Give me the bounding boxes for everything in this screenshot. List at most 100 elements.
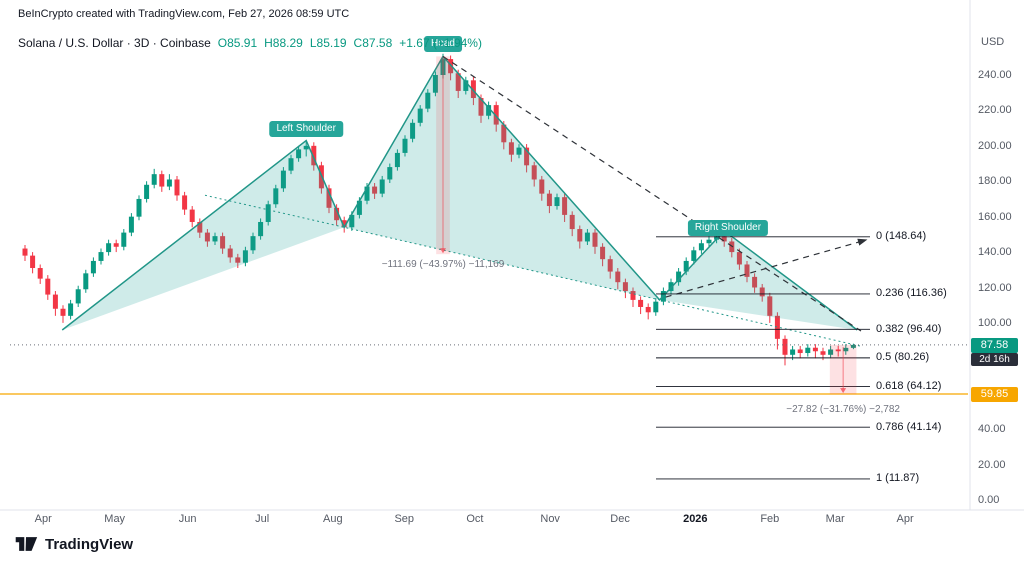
candle-body: [782, 338, 788, 355]
tradingview-logo[interactable]: TradingView: [14, 533, 133, 555]
candle-body: [539, 179, 545, 194]
candle-body: [812, 347, 818, 352]
byline: BeInCrypto created with TradingView.com,…: [18, 8, 350, 20]
price-range-arrowhead: [840, 388, 847, 394]
candle-body: [52, 294, 58, 309]
candle-body: [676, 271, 682, 283]
candle-body: [227, 248, 233, 258]
candle-body: [159, 174, 165, 187]
candle-body: [569, 214, 575, 230]
candle-body: [805, 347, 811, 354]
candle-body: [30, 255, 36, 269]
candle-body: [797, 349, 803, 354]
currency-label: USD: [981, 36, 1005, 48]
candle-body: [106, 243, 112, 253]
ohlc-close-value: 87.58: [362, 36, 393, 50]
candle-body: [235, 257, 241, 263]
candle-body: [83, 273, 89, 290]
candle-body: [174, 179, 180, 196]
candle-body: [562, 197, 568, 215]
candle-body: [136, 198, 142, 217]
candle-body: [311, 145, 317, 166]
candle-body: [204, 232, 210, 242]
neckline: [204, 194, 862, 347]
candle-body: [182, 195, 188, 210]
pattern-fill: [659, 230, 858, 330]
candle-body: [767, 296, 773, 316]
candle-body: [448, 59, 454, 74]
candle-body: [486, 105, 492, 116]
candle-body: [68, 303, 74, 316]
ohlc-close-label: C: [353, 36, 363, 50]
candle-body: [334, 207, 340, 221]
ohlc-low-label: L: [309, 36, 317, 50]
candle-body: [638, 299, 644, 307]
symbol-legend[interactable]: Solana / U.S. Dollar · 3D · Coinbase O85.…: [18, 36, 482, 50]
ohlc-high-value: 88.29: [272, 36, 303, 50]
candle-body: [189, 209, 195, 222]
candle-body: [721, 236, 727, 242]
candle-body: [394, 152, 400, 168]
candle-body: [653, 301, 659, 313]
price-change: +1.67 (+1.94%): [399, 36, 482, 50]
pattern-fill: [62, 140, 345, 330]
candle-body: [349, 214, 355, 228]
candle-body: [478, 98, 484, 116]
symbol-title: Solana / U.S. Dollar · 3D · Coinbase: [18, 36, 211, 50]
candle-body: [592, 232, 598, 247]
candle-body: [531, 165, 537, 180]
candle-body: [60, 308, 66, 316]
bar-countdown-badge: 2d 16h: [971, 352, 1018, 366]
ohlc-open-label: O: [217, 36, 228, 50]
candle-body: [303, 145, 309, 150]
candle-body: [584, 232, 590, 242]
candle-body: [843, 347, 849, 352]
candle-body: [455, 73, 461, 91]
candle-body: [356, 200, 362, 215]
candle-body: [22, 248, 28, 256]
candle-body: [425, 92, 431, 109]
candle-body: [432, 75, 438, 93]
candle-body: [212, 236, 218, 242]
tradingview-logo-icon: [15, 537, 38, 551]
candle-body: [470, 80, 476, 99]
candle-body: [752, 276, 758, 288]
candle-body: [850, 344, 856, 348]
candle-body: [113, 243, 119, 247]
candle-body: [691, 250, 697, 261]
candle-body: [516, 147, 522, 155]
price-range-arrowhead: [440, 248, 446, 254]
candle-body: [379, 179, 385, 194]
candle-body: [546, 193, 552, 207]
candle-body: [820, 351, 826, 355]
candle-body: [736, 252, 742, 265]
candle-body: [364, 186, 370, 201]
candle-body: [600, 246, 606, 260]
candle-body: [698, 243, 704, 251]
candle-body: [90, 260, 96, 274]
candle-body: [280, 170, 286, 189]
last-price-badge: 87.58: [971, 337, 1018, 353]
candle-body: [493, 105, 499, 125]
orange-level-badge: 59.85: [971, 387, 1018, 403]
candle-body: [645, 306, 651, 313]
candle-body: [75, 289, 81, 304]
candle-body: [828, 349, 834, 355]
candle-body: [402, 138, 408, 153]
candle-body: [341, 220, 347, 228]
ohlc-open-value: 85.91: [227, 36, 258, 50]
candle-body: [197, 221, 203, 233]
candle-body: [706, 239, 712, 244]
candle-body: [417, 108, 423, 123]
candle-body: [790, 349, 796, 355]
candle-body: [774, 315, 780, 339]
candle-body: [37, 268, 43, 279]
candle-body: [387, 167, 393, 180]
ohlc-high-label: H: [264, 36, 273, 50]
candle-body: [296, 149, 302, 159]
tradingview-logo-text: TradingView: [45, 535, 134, 553]
candle-body: [554, 197, 560, 207]
candle-body: [98, 252, 104, 261]
